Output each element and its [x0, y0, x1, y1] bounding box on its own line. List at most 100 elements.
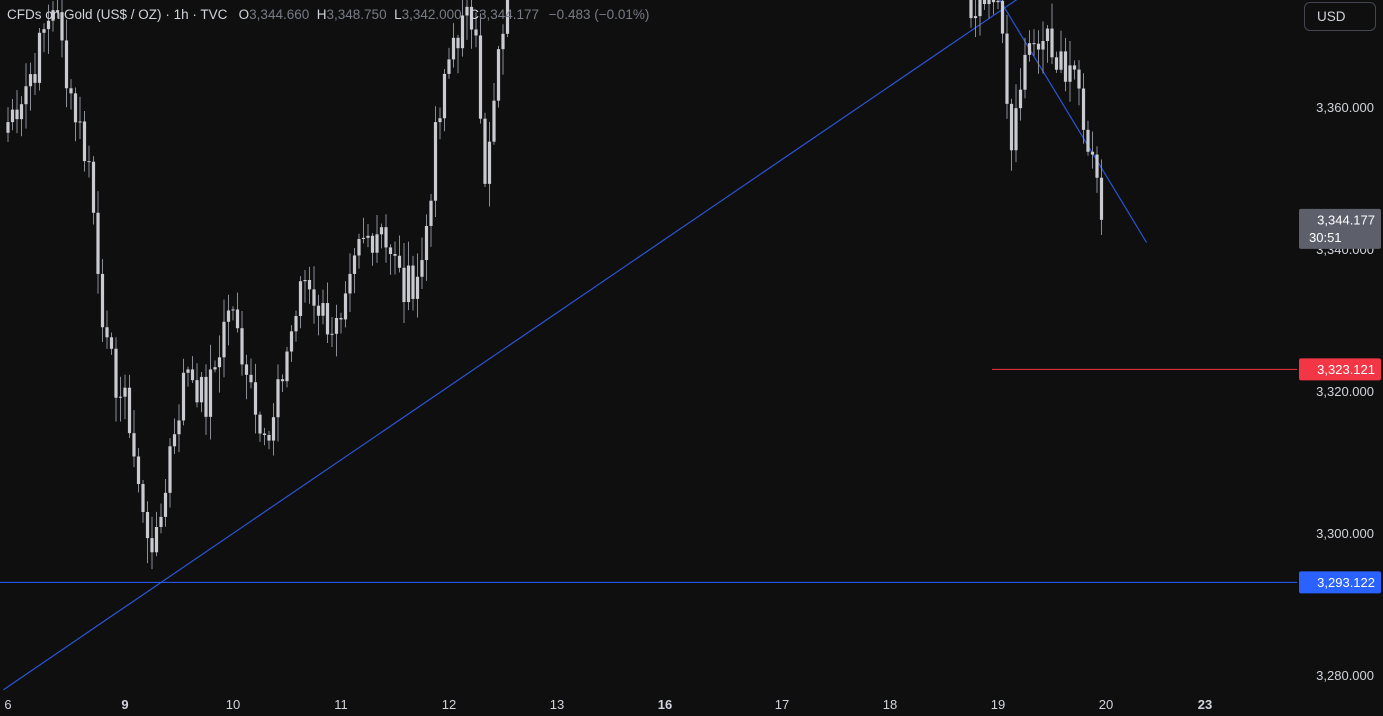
symbol-name[interactable]: CFDs on Gold (US$ / OZ) [7, 7, 162, 22]
candle-body [375, 234, 379, 253]
trendline-ascending[interactable] [3, 0, 1255, 691]
candle [276, 364, 280, 442]
candle-body [118, 396, 123, 398]
candle-body [37, 32, 42, 83]
horizontal-levels[interactable] [0, 0, 1297, 583]
candle-body [222, 321, 226, 358]
candle [1009, 98, 1014, 171]
price-axis[interactable] [1297, 0, 1383, 716]
candle-body [393, 254, 397, 256]
candle-body [1032, 43, 1036, 45]
candle-body [177, 420, 181, 435]
candle [87, 145, 91, 178]
currency-button[interactable]: USD [1304, 2, 1376, 31]
candle-body [69, 88, 73, 94]
candle [105, 310, 109, 349]
candle [1068, 40, 1072, 102]
candle [33, 53, 37, 96]
candle [1099, 159, 1104, 236]
candle [42, 23, 46, 53]
candle [213, 360, 217, 373]
interval[interactable]: 1h [173, 7, 189, 22]
candle [91, 156, 96, 225]
candle [460, 0, 465, 57]
candle [1054, 51, 1059, 73]
candle-body [1077, 69, 1081, 89]
candle [141, 480, 145, 523]
candle-body [150, 538, 154, 553]
candle-body [1041, 41, 1045, 50]
candle [996, 0, 1000, 10]
candle [6, 107, 10, 142]
candle [969, 0, 973, 28]
candle-body [213, 367, 217, 370]
candle [235, 292, 240, 333]
candle-body [195, 380, 199, 403]
candle [1041, 21, 1045, 74]
candle-body [298, 281, 303, 317]
candle [181, 358, 186, 426]
candle-body [469, 6, 474, 30]
candle-body [253, 382, 258, 415]
candle [280, 374, 285, 393]
candle-body [402, 267, 406, 303]
candle-body [294, 316, 298, 332]
candle-body [348, 273, 352, 294]
bar-countdown: 30:51 [1309, 230, 1342, 245]
candle [312, 266, 316, 324]
candle-body [496, 49, 501, 101]
candle [1063, 37, 1068, 92]
candle-body [451, 37, 456, 60]
candle-body [460, 15, 465, 49]
candle [465, 0, 469, 40]
candle-body [82, 121, 87, 162]
candle-body [87, 161, 91, 163]
candle-body [91, 161, 96, 213]
level-price-label: 3,293.122 [1317, 575, 1375, 590]
candle-body [60, 12, 64, 41]
candle [127, 374, 132, 438]
candle-body [127, 387, 132, 434]
level-price-tag [1299, 571, 1381, 594]
candle [492, 82, 496, 145]
candle-body [6, 122, 10, 133]
candle-body [379, 227, 384, 235]
candle-body [51, 10, 55, 21]
candle [1014, 84, 1018, 163]
candle [361, 217, 366, 244]
candle [136, 448, 141, 493]
candle-body [1050, 28, 1054, 58]
candle-body [289, 331, 294, 352]
candle [19, 96, 24, 137]
candle-body [64, 40, 69, 89]
candle-body [442, 73, 447, 119]
candle-body [168, 446, 172, 493]
candle [474, 12, 478, 48]
time-tick-label: 19 [991, 697, 1005, 712]
price-tick-label: 3,300.000 [1316, 526, 1374, 541]
candle-body [991, 0, 996, 3]
time-tick-label: 20 [1099, 697, 1113, 712]
candle-body [307, 279, 312, 290]
candle-body [366, 235, 370, 238]
candle-body [15, 109, 19, 120]
candle [424, 214, 429, 281]
candle [195, 363, 199, 408]
symbol-legend: CFDs on Gold (US$ / OZ) · 1h · TVC O3,34… [7, 7, 650, 22]
trendline-descending[interactable] [674, 0, 1148, 243]
candle-body [312, 289, 316, 306]
candle [208, 344, 213, 440]
candle [150, 516, 154, 570]
trendlines[interactable] [3, 0, 1255, 691]
candle-body [1099, 177, 1104, 220]
candle [132, 410, 136, 468]
candle [24, 63, 28, 129]
time-tick-label: 11 [334, 697, 348, 712]
candle-body [1014, 108, 1018, 151]
candle [991, 0, 996, 15]
candle [1000, 0, 1005, 44]
candle-body [262, 433, 267, 435]
candle-body [19, 104, 24, 120]
candle [384, 214, 388, 263]
